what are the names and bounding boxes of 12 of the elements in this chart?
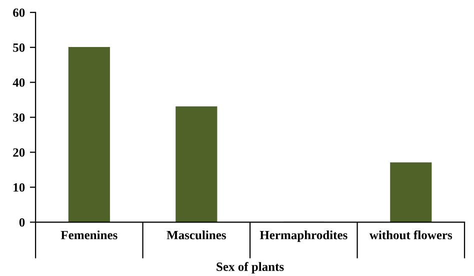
y-tick-label: 30	[13, 113, 25, 122]
y-tick-label: 20	[13, 148, 25, 157]
x-tick-label: Masculines	[166, 230, 226, 240]
x-tick-label: without flowers	[369, 230, 452, 240]
x-tick-label: Hermaphrodites	[260, 230, 348, 242]
y-tick-label: 60	[13, 8, 25, 17]
y-tick-label: 40	[12, 78, 25, 87]
y-tick-label: 0	[19, 218, 25, 227]
y-tick-label: 10	[14, 183, 25, 192]
x-tick-label: Femenines	[60, 230, 118, 240]
y-tick-label: 50	[13, 43, 25, 52]
x-axis-title: Sex of plants	[216, 262, 284, 274]
